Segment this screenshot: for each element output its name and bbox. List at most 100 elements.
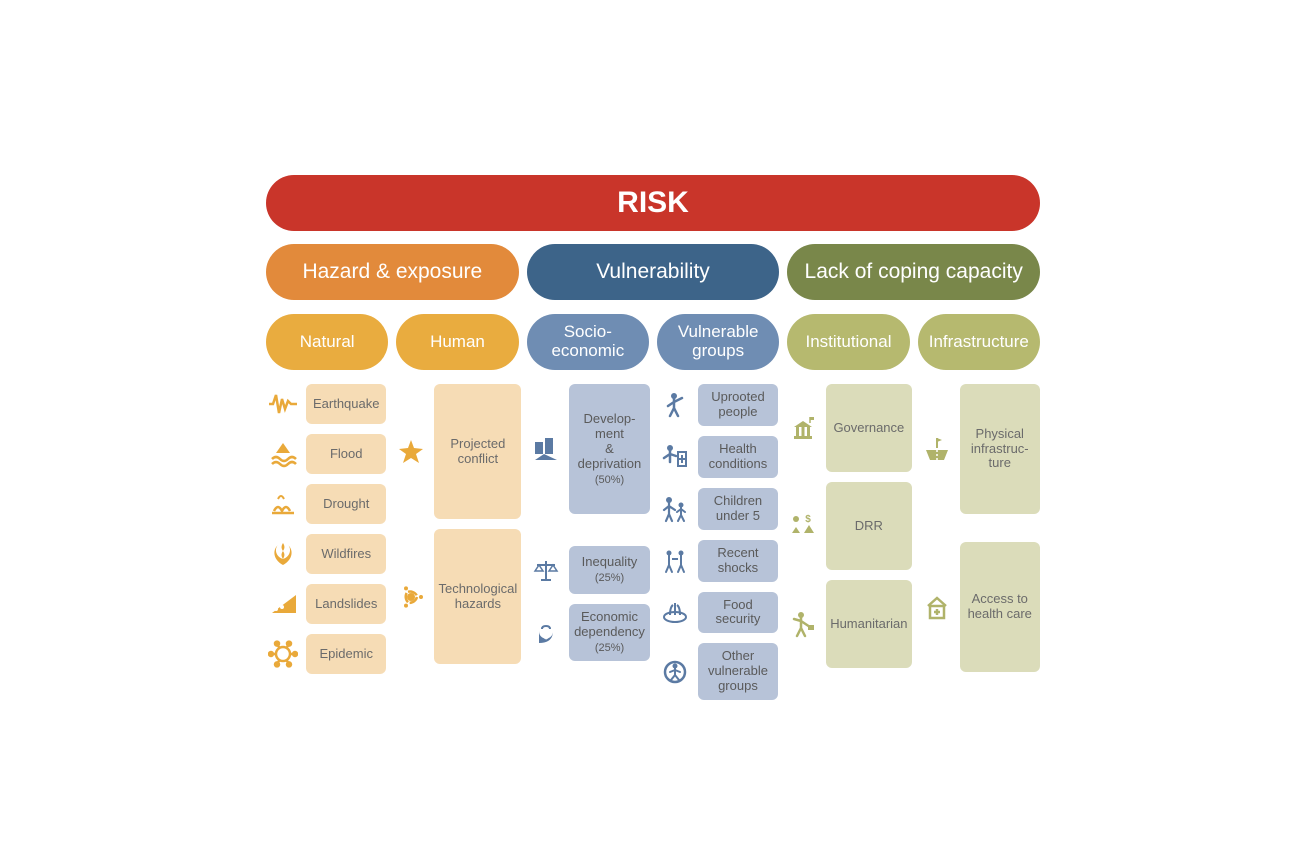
svg-text:$: $ (805, 514, 811, 525)
item-label: Access tohealth care (968, 592, 1032, 622)
item-box: DRR (826, 482, 911, 570)
item-box: Drought (306, 484, 386, 524)
item-row: Governance (786, 384, 911, 472)
drr-icon: $ (786, 509, 820, 543)
item-row: Projectedconflict (394, 384, 521, 519)
items-columns: Earthquake Flood Drought Wildfires Landslide… (266, 384, 1040, 700)
item-box: Recentshocks (698, 540, 778, 582)
item-label: Earthquake (313, 397, 380, 412)
item-box: Othervulnerablegroups (698, 643, 778, 700)
dimension-2: Lack of coping capacity (787, 244, 1040, 300)
uprooted-icon (658, 388, 692, 422)
category-3: Vulnerablegroups (657, 314, 779, 370)
item-row: Humanitarian (786, 580, 911, 668)
item-box: Physicalinfrastruc-ture (960, 384, 1040, 514)
item-box: Economicdependency (25%) (569, 604, 649, 661)
item-label: Flood (330, 447, 363, 462)
children-icon (658, 492, 692, 526)
item-box: Foodsecurity (698, 592, 778, 634)
humanitarian-icon (786, 607, 820, 641)
category-0: Natural (266, 314, 388, 370)
drought-icon (266, 487, 300, 521)
healthcare-icon (920, 590, 954, 624)
item-row: $ Economicdependency (25%) (529, 604, 649, 661)
health-icon (658, 440, 692, 474)
item-box: Epidemic (306, 634, 386, 674)
economic-icon: $ (529, 615, 563, 649)
item-row: Flood (266, 434, 386, 474)
shocks-icon (658, 544, 692, 578)
item-box: Inequality (25%) (569, 546, 649, 594)
item-label: Healthconditions (709, 442, 768, 472)
item-label: Foodsecurity (716, 598, 761, 628)
item-row: $ DRR (786, 482, 911, 570)
item-label: Economicdependency (574, 610, 645, 640)
category-5: Infrastructure (918, 314, 1040, 370)
item-label: Humanitarian (830, 617, 907, 632)
item-sublabel: (25%) (595, 642, 624, 655)
item-label: Othervulnerablegroups (708, 649, 768, 694)
item-box: Wildfires (306, 534, 386, 574)
col-infrastructure: Physicalinfrastruc-ture Access tohealth c… (920, 384, 1040, 700)
item-label: Drought (323, 497, 369, 512)
item-box: Childrenunder 5 (698, 488, 778, 530)
item-row: Access tohealth care (920, 542, 1040, 672)
risk-header: RISK (266, 175, 1040, 231)
item-row: Develop-ment&deprivation(50%) (529, 384, 649, 514)
item-box: Develop-ment&deprivation(50%) (569, 384, 649, 514)
item-box: Technologicalhazards (434, 529, 521, 664)
item-label: Uprootedpeople (711, 390, 764, 420)
other-icon (658, 655, 692, 689)
conflict-icon (394, 435, 428, 469)
item-box: Landslides (306, 584, 386, 624)
item-label: Landslides (315, 597, 377, 612)
col-natural: Earthquake Flood Drought Wildfires Landslide… (266, 384, 386, 700)
item-box: Humanitarian (826, 580, 911, 668)
item-row: Childrenunder 5 (658, 488, 778, 530)
item-row: Epidemic (266, 634, 386, 674)
col-socio: Develop-ment&deprivation(50%) Inequality (… (529, 384, 649, 700)
item-row: Wildfires (266, 534, 386, 574)
item-sublabel: (25%) (595, 572, 624, 585)
landslides-icon (266, 587, 300, 621)
category-2: Socio-economic (527, 314, 649, 370)
item-row: Earthquake (266, 384, 386, 424)
col-institutional: Governance $ DRR Humanitarian (786, 384, 911, 700)
item-box: Access tohealth care (960, 542, 1040, 672)
epidemic-icon (266, 637, 300, 671)
item-label: Inequality (582, 555, 638, 570)
dimension-1: Vulnerability (527, 244, 780, 300)
categories-row: NaturalHumanSocio-economicVulnerablegrou… (266, 314, 1040, 370)
item-label: DRR (855, 519, 883, 534)
svg-text:$: $ (543, 631, 549, 642)
earthquake-icon (266, 387, 300, 421)
item-row: Physicalinfrastruc-ture (920, 384, 1040, 514)
wildfires-icon (266, 537, 300, 571)
item-label: Develop-ment&deprivation (578, 412, 642, 472)
item-box: Earthquake (306, 384, 386, 424)
dimensions-row: Hazard & exposureVulnerabilityLack of co… (266, 244, 1040, 300)
item-row: Recentshocks (658, 540, 778, 582)
item-label: Physicalinfrastruc-ture (971, 427, 1029, 472)
item-box: Healthconditions (698, 436, 778, 478)
item-label: Childrenunder 5 (714, 494, 762, 524)
physical-icon (920, 432, 954, 466)
governance-icon (786, 411, 820, 445)
col-human: Projectedconflict Technologicalhazards (394, 384, 521, 700)
item-box: Uprootedpeople (698, 384, 778, 426)
item-row: Technologicalhazards (394, 529, 521, 664)
item-row: Landslides (266, 584, 386, 624)
item-label: Governance (833, 421, 904, 436)
flood-icon (266, 437, 300, 471)
item-label: Recentshocks (717, 546, 758, 576)
development-icon (529, 432, 563, 466)
item-box: Governance (826, 384, 911, 472)
food-icon (658, 595, 692, 629)
item-row: Healthconditions (658, 436, 778, 478)
item-box: Flood (306, 434, 386, 474)
item-box: Projectedconflict (434, 384, 521, 519)
item-row: Othervulnerablegroups (658, 643, 778, 700)
item-label: Wildfires (321, 547, 371, 562)
col-vulngroups: Uprootedpeople Healthconditions Childrenun… (658, 384, 778, 700)
inequality-icon (529, 553, 563, 587)
